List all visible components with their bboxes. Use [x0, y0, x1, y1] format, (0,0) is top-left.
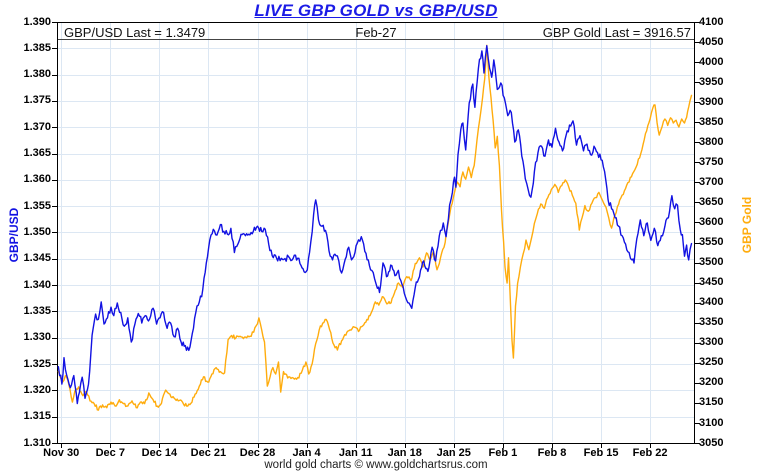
- chart-title: LIVE GBP GOLD vs GBP/USD: [254, 1, 498, 20]
- left-axis-tick-label: 1.335: [23, 304, 51, 317]
- right-axis-tick-label: 4000: [699, 55, 724, 68]
- x-axis-tick-label: Feb 15: [583, 447, 619, 459]
- left-axis-tick-label: 1.350: [23, 226, 51, 238]
- right-axis-tick-label: 3850: [699, 115, 724, 128]
- right-axis-tick-label: 4050: [699, 35, 724, 48]
- x-axis-tick-label: Nov 30: [43, 447, 80, 459]
- right-axis-tick-label: 3950: [699, 75, 724, 88]
- right-axis-tick-label: 3800: [699, 135, 724, 148]
- right-axis-tick-label: 3350: [699, 316, 724, 329]
- left-axis-tick-label: 1.360: [23, 173, 51, 186]
- left-axis-tick-label: 1.325: [23, 357, 51, 370]
- left-axis-tick-label: 1.390: [23, 15, 51, 28]
- left-axis-tick-label: 1.370: [23, 120, 51, 133]
- right-axis-tick-label: 3100: [699, 416, 724, 429]
- left-axis-tick-label: 1.380: [23, 68, 51, 81]
- right-axis-tick-label: 4100: [699, 15, 724, 28]
- right-axis-tick-label: 3150: [699, 396, 724, 409]
- right-axis-tick-label: 3200: [699, 376, 724, 389]
- left-axis-tick-label: 1.385: [23, 41, 51, 54]
- right-axis-tick-label: 3600: [699, 216, 724, 228]
- gbpusd-series-line: [57, 45, 693, 405]
- left-axis-tick-label: 1.340: [23, 278, 51, 291]
- right-axis-tick-label: 3750: [699, 155, 724, 168]
- x-axis-tick-label: Dec 7: [95, 447, 125, 459]
- right-axis-tick-label: 3400: [699, 296, 724, 309]
- left-axis-tick-label: 1.345: [23, 252, 51, 265]
- x-axis-tick-label: Jan 25: [436, 447, 471, 459]
- right-axis-tick-label: 3050: [699, 436, 724, 449]
- x-axis-tick-label: Jan 11: [338, 447, 373, 459]
- right-axis-tick-label: 3650: [699, 195, 724, 208]
- right-axis-tick-label: 3500: [699, 256, 724, 269]
- x-axis-tick-label: Dec 14: [141, 447, 178, 459]
- x-axis-tick-label: Jan 4: [292, 447, 321, 459]
- right-axis-tick-label: 3700: [699, 175, 724, 188]
- left-axis-tick-label: 1.315: [23, 410, 51, 423]
- x-axis-tick-label: Feb 22: [632, 447, 668, 459]
- gold-series-line: [57, 44, 693, 411]
- left-axis-tick-label: 1.375: [23, 94, 51, 107]
- gbpusd-last-label: GBP/USD Last = 1.3479: [64, 25, 206, 40]
- left-axis-tick-label: 1.355: [23, 199, 51, 212]
- right-axis-tick-label: 3450: [699, 276, 724, 289]
- right-axis-tick-label: 3250: [699, 356, 724, 369]
- right-axis-title: GBP Gold: [740, 196, 754, 254]
- right-axis-tick-label: 3300: [699, 336, 724, 349]
- x-axis-tick-label: Feb 8: [537, 447, 567, 459]
- gold-last-label: GBP Gold Last = 3916.57: [542, 25, 691, 40]
- left-axis-tick-label: 1.310: [23, 436, 51, 449]
- x-axis-tick-label: Feb 1: [488, 447, 518, 459]
- x-axis-tick-label: Jan 18: [387, 447, 422, 459]
- x-axis-tick-label: Dec 21: [190, 447, 227, 459]
- left-axis-tick-label: 1.320: [23, 383, 51, 396]
- right-axis-tick-label: 3550: [699, 236, 724, 248]
- footer-credit: world gold charts © www.goldchartsrus.co…: [264, 459, 488, 471]
- right-axis-tick-label: 3900: [699, 95, 724, 108]
- x-axis-tick-label: Dec 28: [239, 447, 276, 459]
- left-axis-tick-label: 1.365: [23, 147, 51, 160]
- date-label: Feb-27: [355, 25, 397, 40]
- left-axis-tick-label: 1.330: [23, 331, 51, 344]
- plot-border: [57, 22, 695, 444]
